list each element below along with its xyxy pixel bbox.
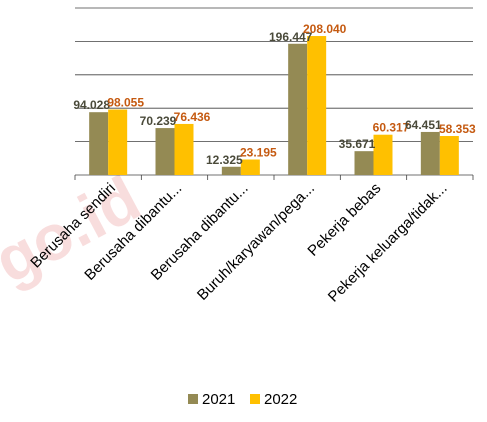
bars-group [89, 36, 459, 175]
value-label-2022-1: 76.436 [174, 110, 211, 124]
value-label-2021-2: 12.325 [206, 153, 243, 167]
category-label-3: Buruh/karyawan/pega... [194, 180, 318, 304]
bar-2022-2 [240, 159, 260, 175]
bar-2021-5 [420, 131, 440, 175]
value-label-2021-5: 64.451 [405, 118, 442, 132]
value-label-2022-4: 60.317 [373, 121, 410, 135]
legend-label-2021: 2021 [202, 391, 235, 408]
bar-2021-3 [288, 43, 308, 175]
bar-2022-4 [373, 134, 393, 175]
legend-swatch-2022 [250, 394, 260, 404]
bar-2021-0 [89, 112, 109, 175]
bar-2022-0 [108, 109, 128, 175]
legend-swatch-2021 [188, 394, 198, 404]
bar-2022-5 [439, 136, 459, 175]
gridlines [74, 7, 474, 180]
bar-2021-1 [155, 128, 175, 175]
value-label-2022-3: 208.040 [303, 22, 347, 36]
value-label-2021-4: 35.671 [339, 137, 376, 151]
category-label-5: Pekerja keluarga/tidak... [325, 180, 451, 306]
legend: 2021 2022 [188, 391, 297, 408]
bar-2021-4 [354, 151, 374, 175]
bar-2022-3 [307, 36, 327, 175]
value-label-2022-0: 98.055 [107, 95, 144, 109]
legend-label-2022: 2022 [264, 391, 297, 408]
bar-2022-1 [174, 123, 194, 175]
value-label-2021-1: 70.239 [140, 114, 177, 128]
bar-2021-2 [221, 166, 241, 175]
value-label-2022-5: 58.353 [439, 122, 476, 136]
value-label-2021-0: 94.028 [73, 98, 110, 112]
value-label-2022-2: 23.195 [240, 146, 277, 160]
value-label-2021-3: 196.447 [269, 30, 313, 44]
